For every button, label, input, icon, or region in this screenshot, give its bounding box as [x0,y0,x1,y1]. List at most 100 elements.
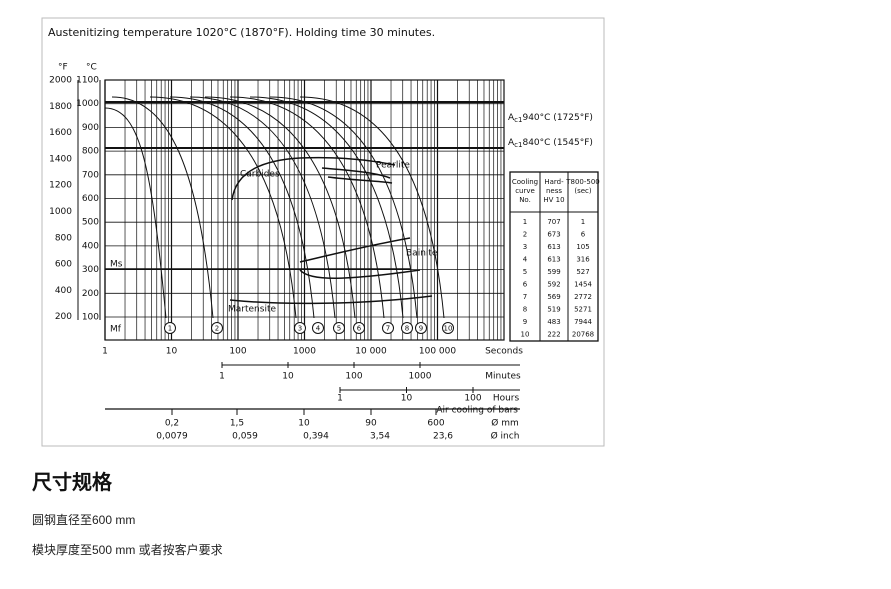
table-header: No. [519,196,531,204]
curve-marker [353,322,365,334]
curve-number: 10 [444,325,453,333]
region-label: Bainite [406,249,438,259]
table-cell: 2 [523,231,527,239]
minutes-title: Minutes [485,372,521,382]
curve-marker [382,322,394,334]
seconds-label: 10 [166,347,178,357]
table-cell: 613 [547,243,560,251]
table-frame [509,171,599,342]
inch-title: Ø inch [491,431,520,442]
f-tick-label: 600 [55,260,72,270]
cooling-curve [104,107,167,319]
cooling-curve [169,96,315,319]
cooling-curve [249,96,404,319]
f-tick-label: 1400 [49,154,72,164]
unit-f: °F [58,63,68,73]
curve-number: 3 [298,325,302,333]
table-cell: 7944 [574,318,592,326]
table-header: curve [515,187,535,195]
region-label: Carbides [240,170,280,180]
minutes-label: 10 [282,372,294,382]
curve-number: 7 [386,325,390,333]
air-cooling-label: Air cooling of bars [436,406,518,416]
table-cell: 7 [523,293,527,301]
hours-label: 1 [337,394,343,404]
cooling-curve [189,96,336,319]
mm-label: 1,5 [230,419,244,429]
cooling-curve [111,96,214,319]
table-cell: 483 [547,318,560,326]
table-cell: 9 [523,318,527,326]
seconds-label: 100 000 [419,347,456,357]
table-header: Hard- [544,178,564,186]
mm-label: 0,2 [165,419,179,429]
hours-label: 10 [401,394,413,404]
curves [104,96,445,319]
c-tick-label: 300 [82,265,99,275]
curve-marker [401,322,413,334]
region-label: Mf [110,325,122,335]
region-label: Martensite [228,305,276,315]
curve-marker [164,322,176,334]
minutes-label: 1 [219,372,225,382]
table-header: T800-500 [565,178,600,186]
pearlite-boundary [321,167,393,184]
curve-marker [294,322,306,334]
table-cell: 105 [576,243,589,251]
mm-title: Ø mm [491,418,518,429]
region-label: Ms [110,260,123,270]
curve-marker [211,322,223,334]
table-cell: 1 [523,218,527,226]
table-cell: 316 [576,256,590,264]
mm-label: 90 [365,419,377,429]
table-header: Cooling [512,178,538,186]
cooling-curve [229,96,385,319]
curve-number: 4 [316,325,321,333]
c-tick-label: 800 [82,147,99,157]
seconds-label: 100 [229,347,246,357]
inch-label: 3,54 [370,432,390,442]
table-cell: 5 [523,268,527,276]
seconds-label: 10 000 [355,347,387,357]
f-tick-label: 1200 [49,181,72,191]
table-cell: 569 [547,293,560,301]
table-cell: 613 [547,256,560,264]
c-tick-label: 100 [82,313,99,323]
curve-marker [442,322,454,334]
table-cell: 1 [581,218,585,226]
section-heading: 尺寸规格 [32,472,112,494]
f-tick-label: 1600 [49,128,72,138]
seconds-label: 1 [102,347,108,357]
axes: 1100100090080070060050040030020010020001… [49,76,523,442]
curve-marker [415,322,427,334]
region-label: Pearlite [376,161,410,171]
curve-number: 1 [168,325,172,333]
curve-number: 6 [357,325,362,333]
text-line: 圆钢直径至600 mm [32,513,136,527]
f-tick-label: 200 [55,312,72,322]
inch-label: 0,394 [303,432,329,442]
c-tick-label: 500 [82,218,99,228]
table-cell: 707 [547,218,560,226]
table-cell: 222 [547,331,560,339]
carbide-boundary [231,156,396,201]
martensite-boundary [229,295,433,305]
table-cell: 10 [521,331,530,339]
unit-c: °C [86,63,97,73]
mm-label: 600 [427,419,444,429]
table-cell: 1454 [574,281,592,289]
seconds-title: Seconds [485,347,523,357]
table-cell: 20768 [572,331,594,339]
table-cell: 599 [547,268,560,276]
table-header: ness [546,187,562,195]
table-cell: 519 [547,306,560,314]
c-tick-label: 400 [82,241,99,251]
c-tick-label: 600 [82,194,99,204]
curve-marker [312,322,324,334]
f-tick-label: 1000 [49,207,72,217]
table-cell: 592 [547,281,560,289]
table-cell: 6 [581,231,586,239]
table-cell: 5271 [574,306,592,314]
